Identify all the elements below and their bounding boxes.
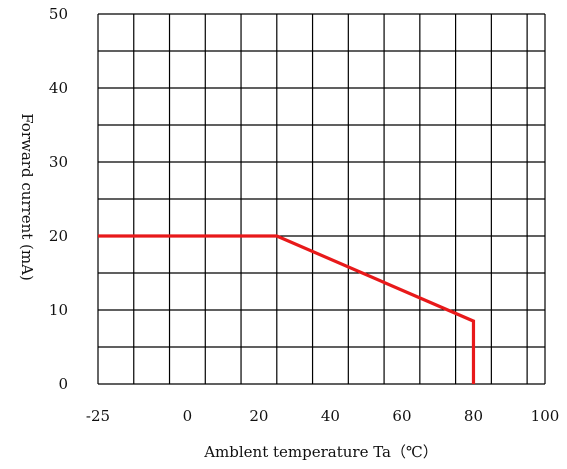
x-tick-label: 20 [249,407,268,425]
y-tick-label: 20 [49,227,68,245]
x-tick-label: 100 [531,407,560,425]
x-axis-label: Amblent temperature Ta（℃） [203,443,438,461]
series-layer [98,234,476,384]
series-line [98,234,476,384]
y-tick-label: 50 [49,5,68,23]
x-tick-label: 40 [321,407,340,425]
y-tick-label: 10 [49,301,68,319]
y-tick-label: 30 [49,153,68,171]
x-tick-label: -25 [86,407,110,425]
y-tick-label: 0 [58,375,68,393]
x-tick-label: 60 [392,407,411,425]
x-tick-label: 0 [183,407,193,425]
y-tick-label: 40 [49,79,68,97]
x-axis-ticks: -25 0 20 40 60 80 100 [86,407,559,425]
y-axis-label: Forward current (mA) [18,113,36,281]
y-axis-ticks: 0 10 20 30 40 50 [49,5,68,393]
x-tick-label: 80 [464,407,483,425]
grid [97,13,546,385]
